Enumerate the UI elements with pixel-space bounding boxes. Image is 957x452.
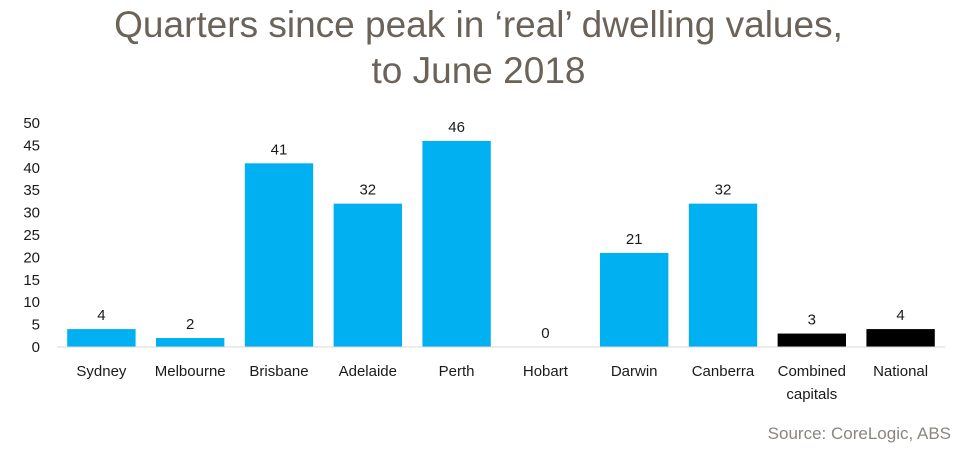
y-tick-label: 30 xyxy=(23,205,40,222)
y-tick-label: 15 xyxy=(23,272,40,289)
value-label-perth: 46 xyxy=(448,119,465,136)
y-tick-label: 25 xyxy=(23,227,40,244)
y-tick-label: 5 xyxy=(32,317,40,334)
value-label-hobart: 0 xyxy=(541,325,549,342)
category-label-hobart: Hobart xyxy=(523,363,569,380)
value-label-adelaide: 32 xyxy=(359,182,376,199)
bar-combined-capitals xyxy=(777,333,846,347)
y-tick-label: 10 xyxy=(23,294,40,311)
chart-title-line-1: Quarters since peak in ‘real’ dwelling v… xyxy=(114,4,843,45)
category-label-combined-capitals: capitals xyxy=(786,386,837,403)
value-label-brisbane: 41 xyxy=(271,141,288,158)
y-tick-label: 35 xyxy=(23,182,40,199)
bar-perth xyxy=(422,140,491,347)
category-label-darwin: Darwin xyxy=(611,363,658,380)
y-tick-label: 20 xyxy=(23,249,40,266)
bar-national xyxy=(866,329,935,347)
category-label-brisbane: Brisbane xyxy=(249,363,308,380)
category-label-melbourne: Melbourne xyxy=(155,363,226,380)
source-note: Source: CoreLogic, ABS xyxy=(767,424,951,443)
value-labels: 4 2 41 32 46 0 21 32 3 4 xyxy=(97,119,905,342)
y-tick-label: 50 xyxy=(23,115,40,132)
bar-melbourne xyxy=(156,338,225,347)
y-tick-label: 45 xyxy=(23,137,40,154)
category-labels: Sydney Melbourne Brisbane Adelaide Perth Hoba… xyxy=(76,363,928,403)
bar-canberra xyxy=(688,203,758,347)
category-label-national: National xyxy=(873,363,928,380)
value-label-canberra: 32 xyxy=(715,182,732,199)
y-tick-label: 0 xyxy=(32,339,40,356)
bar-sydney xyxy=(67,329,136,347)
value-label-sydney: 4 xyxy=(97,307,105,324)
value-label-combined-capitals: 3 xyxy=(808,312,816,329)
value-label-melbourne: 2 xyxy=(186,316,194,333)
bar-darwin xyxy=(600,252,669,347)
chart-title-line-2: to June 2018 xyxy=(371,50,586,91)
y-tick-label: 40 xyxy=(23,160,40,177)
bars xyxy=(67,140,935,347)
category-label-combined-capitals: Combined xyxy=(778,363,846,380)
bar-adelaide xyxy=(333,203,402,347)
bar-brisbane xyxy=(244,163,314,347)
y-axis-ticks: 0 5 10 15 20 25 30 35 40 45 50 xyxy=(23,115,40,356)
value-label-national: 4 xyxy=(896,307,904,324)
category-label-sydney: Sydney xyxy=(76,363,127,380)
chart-title: Quarters since peak in ‘real’ dwelling v… xyxy=(0,2,957,94)
category-label-canberra: Canberra xyxy=(692,363,755,380)
category-label-adelaide: Adelaide xyxy=(339,363,397,380)
category-label-perth: Perth xyxy=(439,363,475,380)
value-label-darwin: 21 xyxy=(626,231,643,248)
